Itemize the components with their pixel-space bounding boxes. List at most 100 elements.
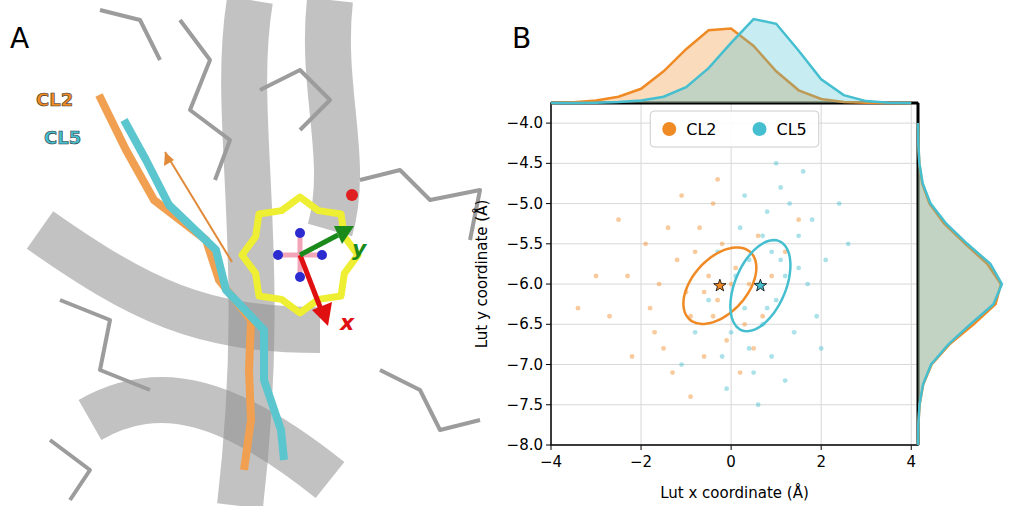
scatter-point (576, 306, 581, 311)
scatter-point (819, 346, 824, 351)
y-arrow (300, 235, 338, 255)
residue-stick (60, 300, 150, 390)
scatter-point (607, 314, 612, 319)
grid-line (551, 364, 918, 365)
scatter-point (711, 314, 716, 319)
tick-label: −7.5 (507, 396, 543, 414)
x-arrowhead (312, 302, 332, 326)
scatter-point (661, 346, 666, 351)
displacement-arrow (165, 152, 232, 262)
cl5-label: CL5 (44, 127, 81, 148)
residue-stick (50, 440, 90, 500)
scatter-point (648, 306, 653, 311)
scatter-point (738, 225, 743, 230)
scatter-point (810, 217, 815, 222)
tick-label: 4 (906, 453, 916, 471)
tick-label: −5.5 (507, 235, 543, 253)
tick-label: −4.5 (507, 154, 543, 172)
scatter-point (594, 274, 599, 279)
y-density-area (918, 123, 1001, 445)
x-arrow (300, 255, 322, 312)
tick-label: 2 (816, 453, 826, 471)
y-arrowhead (334, 226, 354, 244)
scatter-point (657, 282, 662, 287)
panel-a-bg (0, 0, 500, 506)
scatter-point (643, 241, 648, 246)
scatter-point (630, 354, 635, 359)
residue-stick (260, 70, 330, 130)
scatter-point (666, 225, 671, 230)
displacement-arrowhead (164, 152, 174, 166)
scatter-point (729, 330, 734, 335)
legend-label: CL5 (777, 120, 807, 139)
grid-line (551, 404, 918, 405)
plot-frame (551, 103, 918, 445)
scatter-point (774, 161, 779, 166)
legend-marker (753, 122, 767, 136)
scatter-point (760, 314, 765, 319)
y-density-area (918, 123, 1002, 445)
helix (328, 0, 337, 230)
scatter-point (778, 185, 783, 190)
scatter-point (702, 354, 707, 359)
scatter-point (769, 249, 774, 254)
mean-star (754, 279, 766, 291)
mean-star (714, 279, 726, 291)
legend-frame (650, 111, 819, 147)
scatter-point (733, 266, 738, 271)
scatter-point (675, 258, 680, 263)
grid-line (641, 103, 642, 445)
scatter-point (792, 330, 797, 335)
grid-line (821, 103, 822, 445)
x-density-line (551, 19, 911, 103)
scatter-point (742, 322, 747, 327)
panel-label: A (10, 22, 29, 55)
scatter-point (715, 298, 720, 303)
scatter-point (625, 274, 630, 279)
scatter-point (769, 354, 774, 359)
scatter-point (796, 217, 801, 222)
scatter-point (747, 346, 752, 351)
scatter-point (774, 298, 779, 303)
scatter-point (756, 402, 761, 407)
scatter-point (616, 217, 621, 222)
scatter-point (679, 362, 684, 367)
cl2-label: CL2 (36, 89, 73, 110)
tick-label: −6.0 (507, 275, 543, 293)
scatter-point (796, 233, 801, 238)
plot-bg (551, 103, 918, 445)
scatter-point (837, 201, 842, 206)
scatter-point (693, 330, 698, 335)
scatter-point (711, 201, 716, 206)
scatter-point (724, 338, 729, 343)
y-axis-label: y (352, 236, 368, 261)
residue-stick (380, 370, 480, 430)
scatter-point (706, 274, 711, 279)
tick-label: −6.5 (507, 315, 543, 333)
scatter-point (706, 298, 711, 303)
scatter-point (715, 177, 720, 182)
tick-label: 0 (726, 453, 736, 471)
panel-a: ACL2CL5xy (0, 0, 500, 506)
scatter-point (751, 346, 756, 351)
scatter-point (787, 201, 792, 206)
scatter-point (702, 290, 707, 295)
nitrogen (317, 250, 327, 260)
y-axis-title: Lut y coordinate (Å) (472, 200, 491, 349)
scatter-point (738, 370, 743, 375)
residue-stick (360, 170, 480, 240)
scatter-point (697, 225, 702, 230)
scatter-point (670, 370, 675, 375)
x-axis-title: Lut x coordinate (Å) (660, 483, 809, 502)
legend: CL2CL5 (650, 111, 819, 147)
scatter-point (805, 282, 810, 287)
scatter-point (778, 258, 783, 263)
y-density-line (918, 123, 1002, 445)
scatter-point (765, 306, 770, 311)
scatter-point (652, 330, 657, 335)
scatter-point (796, 266, 801, 271)
grid-line (551, 203, 918, 204)
grid-line (551, 243, 918, 244)
data-group (576, 161, 851, 407)
x-density-area (551, 19, 911, 103)
